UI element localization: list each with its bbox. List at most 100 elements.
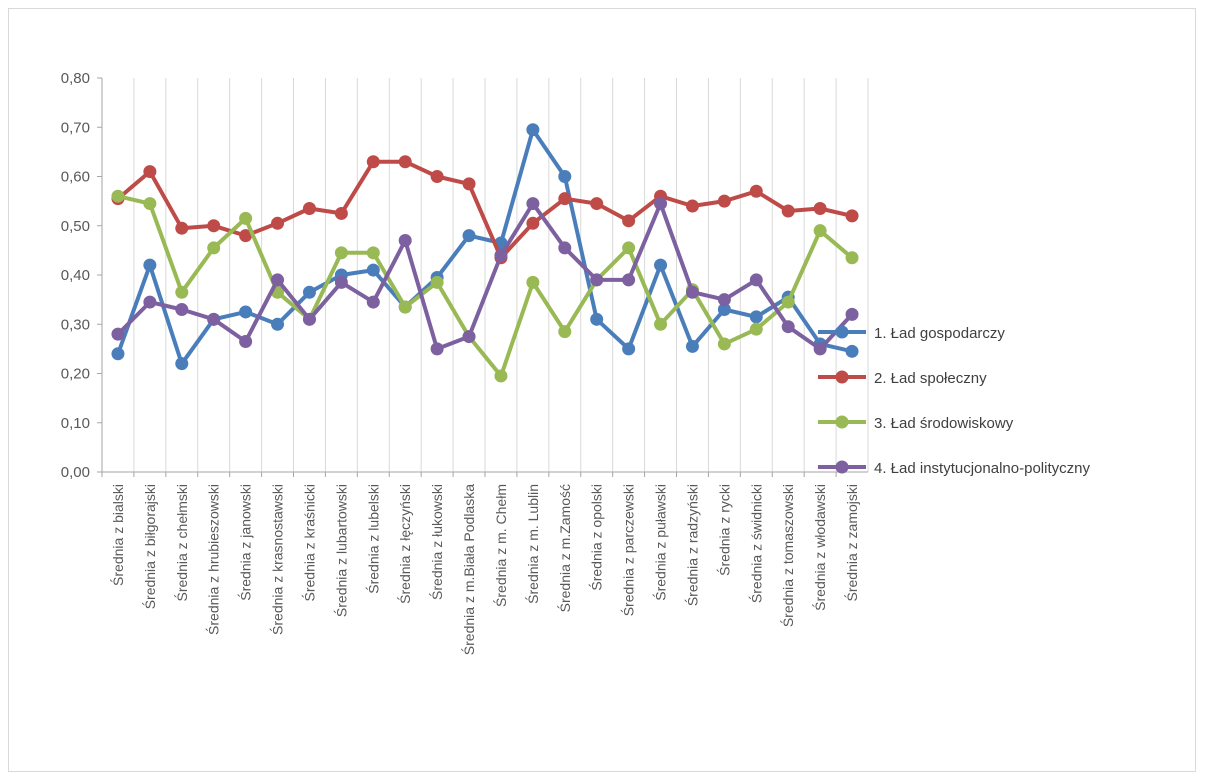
data-point [111, 189, 125, 203]
data-point [781, 295, 795, 309]
y-tick-label: 0,10 [61, 415, 90, 432]
x-axis-categories: Średnia z bialski Średnia z biłgorajski Śr… [109, 484, 860, 655]
data-point [143, 258, 157, 272]
data-point [334, 246, 348, 260]
data-point [398, 300, 412, 314]
data-point [558, 170, 572, 183]
y-tick-label: 0,60 [61, 169, 90, 186]
data-point [207, 219, 221, 233]
data-point [845, 307, 859, 321]
data-point [334, 275, 348, 289]
legend-item-4: 4. Ład instytucjonalno-polityczny [818, 460, 1090, 477]
category-label: Średnia z m. Chełm [492, 484, 509, 607]
data-point [207, 241, 221, 255]
data-point [239, 211, 253, 225]
data-point [558, 192, 572, 206]
data-point [462, 177, 476, 191]
data-point [526, 123, 540, 137]
data-point [622, 241, 636, 255]
data-point [590, 312, 604, 326]
legend-item-1: 1. Ład gospodarczy [818, 325, 1005, 342]
data-point [366, 295, 380, 309]
data-point [717, 302, 731, 316]
data-point [462, 229, 476, 243]
data-point [175, 357, 189, 371]
data-point [654, 258, 668, 272]
category-label: Średnia z radzyński [683, 484, 700, 606]
category-label: Średnia z łukowski [428, 484, 445, 600]
category-label: Średnia z kraśnicki [300, 484, 317, 602]
chart-frame [8, 8, 1196, 772]
data-point [430, 275, 444, 289]
data-point [302, 202, 316, 216]
category-label: Średnia z świdnicki [747, 484, 764, 603]
data-point [143, 295, 157, 309]
data-point [813, 342, 827, 356]
legend-label: 1. Ład gospodarczy [874, 325, 1005, 342]
data-point [622, 214, 636, 228]
category-label: Średnia z parczewski [620, 484, 637, 616]
series-2 [111, 155, 859, 265]
data-point [111, 327, 125, 341]
legend-item-2: 2. Ład społeczny [818, 370, 987, 387]
data-point [558, 241, 572, 255]
data-point [526, 216, 540, 230]
category-label: Średnia z bialski [109, 484, 126, 586]
category-label: Średnia z hrubieszowski [205, 484, 222, 635]
y-tick-label: 0,40 [61, 267, 90, 284]
legend-marker [835, 415, 849, 429]
data-point [494, 369, 508, 383]
data-point [207, 312, 221, 326]
category-label: Średnia z lubelski [364, 484, 381, 594]
y-axis-ticks: 0,00 0,10 0,20 0,30 0,40 0,50 0,60 0,70 0,80 [61, 70, 90, 481]
category-label: Średnia z biłgorajski [141, 484, 158, 609]
category-label: Średnia z zamojski [843, 484, 860, 602]
data-point [494, 248, 508, 262]
category-label: Średnia z lubartowski [332, 484, 349, 617]
data-point [430, 170, 444, 183]
data-point [302, 312, 316, 326]
data-point [717, 293, 731, 307]
data-point [271, 273, 285, 287]
data-point [781, 320, 795, 334]
data-point [430, 342, 444, 356]
category-label: Średnia z krasnostawski [269, 484, 286, 635]
data-point [749, 273, 763, 287]
data-point [654, 197, 668, 211]
data-point [813, 224, 827, 238]
category-label: Średnia z m.Biała Podlaska [460, 484, 477, 655]
data-point [749, 184, 763, 198]
legend-label: 3. Ład środowiskowy [874, 415, 1014, 432]
data-point [685, 285, 699, 299]
y-tick-label: 0,30 [61, 316, 90, 333]
legend-item-3: 3. Ład środowiskowy [818, 415, 1014, 432]
data-point [239, 305, 253, 319]
legend-marker [835, 460, 849, 474]
category-label: Średnia z łęczyński [396, 484, 413, 604]
data-point [175, 221, 189, 235]
data-point [526, 197, 540, 211]
category-label: Średnia z m.Zamość [556, 484, 573, 612]
data-point [111, 347, 125, 361]
category-label: Średnia z opolski [588, 484, 605, 591]
legend-label: 2. Ład społeczny [874, 370, 987, 387]
axes [97, 77, 868, 477]
data-point [526, 275, 540, 289]
data-point [845, 209, 859, 223]
data-point [143, 197, 157, 211]
series [111, 123, 859, 383]
data-point [749, 322, 763, 336]
data-point [398, 155, 412, 169]
category-label: Średnia z tomaszowski [779, 484, 796, 627]
y-tick-label: 0,50 [61, 218, 90, 235]
data-point [239, 334, 253, 348]
data-point [462, 330, 476, 344]
data-point [590, 273, 604, 287]
data-point [685, 199, 699, 213]
data-point [271, 216, 285, 230]
data-point [781, 204, 795, 218]
data-point [302, 285, 316, 299]
data-point [143, 165, 157, 179]
data-point [334, 206, 348, 220]
